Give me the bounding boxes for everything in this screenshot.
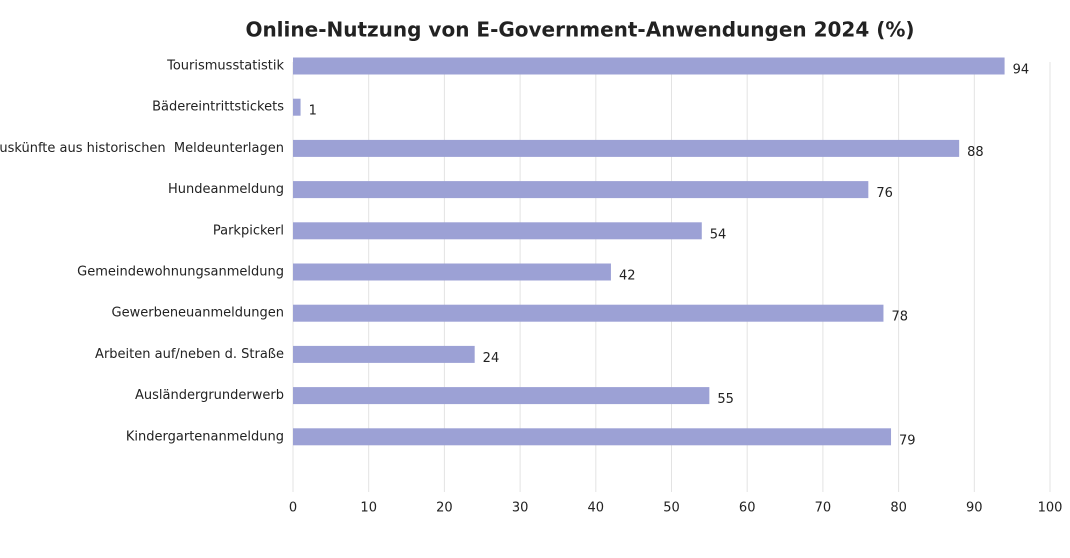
y-tick-label: Auskünfte aus historischen Meldeunterlag… [0,141,284,156]
y-tick-label: Bädereintrittstickets [152,100,284,115]
x-tick-label: 70 [815,501,832,516]
bar [293,263,611,281]
y-tick-label: Parkpickerl [213,223,284,238]
y-tick-label: Tourismusstatistik [166,59,284,74]
x-tick-label: 60 [739,501,756,516]
x-tick-label: 80 [890,501,907,516]
x-tick-label: 50 [663,501,680,516]
value-label: 79 [899,433,916,448]
bar [293,139,960,157]
y-tick-label: Gemeindewohnungsanmeldung [77,265,284,280]
x-tick-label: 90 [966,501,983,516]
value-label: 1 [309,104,317,119]
value-label: 88 [967,145,984,160]
y-tick-label: Kindergartenanmeldung [126,429,284,444]
bar [293,222,702,240]
x-tick-label: 100 [1038,501,1063,516]
bar [293,428,892,446]
bar [293,98,301,116]
bar [293,304,884,322]
value-label: 94 [1013,63,1030,78]
value-label: 76 [876,186,893,201]
x-tick-label: 0 [289,501,297,516]
y-tick-label: Ausländergrunderwerb [135,388,284,403]
x-tick-label: 40 [588,501,605,516]
x-tick-label: 20 [436,501,453,516]
bar [293,57,1005,75]
value-label: 42 [619,269,636,284]
y-tick-label: Arbeiten auf/neben d. Straße [95,347,284,362]
value-label: 78 [891,310,908,325]
value-label: 55 [717,392,734,407]
y-tick-label: Gewerbeneuanmeldungen [112,306,284,321]
y-tick-label: Hundeanmeldung [168,182,284,197]
x-tick-label: 10 [360,501,377,516]
chart-title: Online-Nutzung von E-Government-Anwendun… [245,18,914,42]
value-label: 24 [483,351,500,366]
x-tick-label: 30 [512,501,529,516]
bar [293,345,475,363]
bar [293,181,869,199]
bar [293,387,710,405]
value-label: 54 [710,227,727,242]
